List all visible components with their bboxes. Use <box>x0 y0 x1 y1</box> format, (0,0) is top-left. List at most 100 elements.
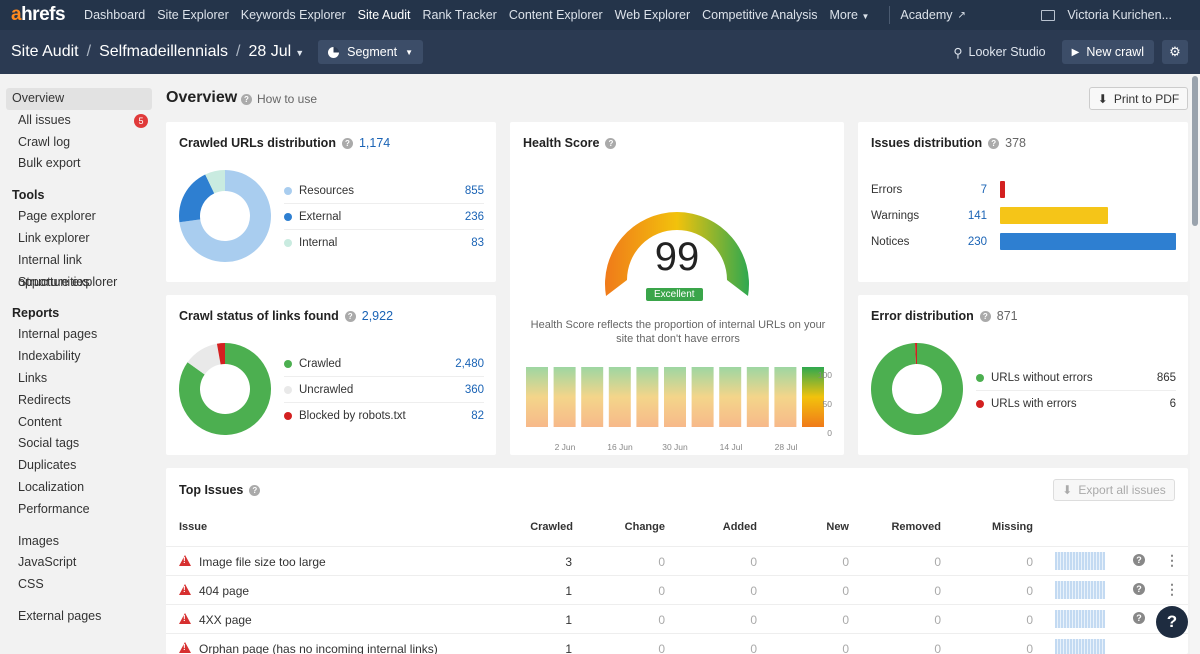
ahrefs-logo[interactable]: ahrefs <box>11 4 66 25</box>
sidebar-item-css[interactable]: CSS <box>18 577 44 592</box>
nav-site-explorer[interactable]: Site Explorer <box>157 8 229 22</box>
sidebar-item-overview[interactable]: Overview <box>6 88 152 110</box>
legend-row[interactable]: URLs with errors 6 <box>976 391 1176 417</box>
column-header-issue[interactable]: Issue <box>179 521 208 533</box>
history-bar[interactable] <box>608 367 631 427</box>
crawled-urls-total[interactable]: 1,174 <box>358 136 391 150</box>
sidebar-item-link-explorer[interactable]: Link explorer <box>18 230 90 245</box>
history-bar[interactable] <box>719 367 742 427</box>
donut-slice[interactable] <box>179 343 271 435</box>
cell-crawled[interactable]: 3 <box>565 555 572 569</box>
table-row[interactable]: Image file size too large 3 0 0 0 0 0 ? … <box>166 546 1188 575</box>
table-row[interactable]: Orphan page (has no incoming internal li… <box>166 633 1188 654</box>
legend-value[interactable]: 83 <box>471 237 484 249</box>
nav-more[interactable]: More ▼ <box>823 8 875 22</box>
sidebar-item-social-tags[interactable]: Social tags <box>18 436 80 451</box>
donut-slice[interactable] <box>187 343 221 375</box>
sidebar-item-performance[interactable]: Performance <box>18 501 90 516</box>
history-bar[interactable] <box>526 367 548 427</box>
sidebar-item-all-issues[interactable]: All issues 5 <box>6 110 152 132</box>
monitor-icon[interactable] <box>1041 9 1056 21</box>
new-crawl-button[interactable]: ▶ New crawl <box>1061 40 1154 64</box>
more-options-icon[interactable]: ⋮ <box>1165 552 1179 568</box>
help-icon[interactable]: ? <box>979 310 991 322</box>
help-icon[interactable]: ? <box>1133 583 1145 595</box>
legend-value[interactable]: 82 <box>471 410 484 422</box>
nav-web-explorer[interactable]: Web Explorer <box>614 8 691 22</box>
help-icon[interactable]: ? <box>1133 612 1145 624</box>
legend-value[interactable]: 236 <box>464 210 484 223</box>
segment-button[interactable]: Segment ▼ <box>318 40 424 64</box>
nav-rank-tracker[interactable]: Rank Tracker <box>422 8 497 22</box>
sidebar-item-localization[interactable]: Localization <box>18 479 85 494</box>
sidebar-item-internal-pages[interactable]: Internal pages <box>18 327 98 342</box>
help-icon[interactable]: ? <box>1133 554 1145 566</box>
issue-name[interactable]: 404 page <box>199 584 250 598</box>
help-icon[interactable]: ? <box>249 484 261 496</box>
issue-name[interactable]: Image file size too large <box>199 555 326 569</box>
column-header-new[interactable]: New <box>826 521 849 533</box>
donut-slice[interactable] <box>915 343 917 365</box>
column-header-crawled[interactable]: Crawled <box>530 521 573 533</box>
cell-crawled[interactable]: 1 <box>565 642 572 654</box>
column-header-change[interactable]: Change <box>624 521 665 533</box>
donut-slice[interactable] <box>179 174 215 223</box>
nav-content-explorer[interactable]: Content Explorer <box>508 8 603 22</box>
crumb-site-audit[interactable]: Site Audit <box>11 43 79 60</box>
sidebar-item-indexability[interactable]: Indexability <box>18 349 81 364</box>
help-icon[interactable]: ? <box>988 137 1000 149</box>
help-icon[interactable]: ? <box>605 137 617 149</box>
legend-row[interactable]: Blocked by robots.txt 82 <box>284 403 484 429</box>
legend-row[interactable]: URLs without errors 865 <box>976 365 1176 391</box>
column-header-missing[interactable]: Missing <box>992 521 1033 533</box>
sidebar-item-structure-explorer[interactable]: Structure explorer <box>18 274 118 289</box>
issue-bar-row[interactable]: Warnings 141 <box>871 203 1108 229</box>
column-header-added[interactable]: Added <box>722 521 757 533</box>
history-bar[interactable] <box>553 367 576 427</box>
more-options-icon[interactable]: ⋮ <box>1165 581 1179 597</box>
issue-bar-row[interactable]: Notices 230 <box>871 229 1176 255</box>
donut-slice[interactable] <box>205 170 225 194</box>
table-row[interactable]: 4XX page 1 0 0 0 0 0 ? ⋮ <box>166 604 1188 633</box>
sidebar-item-page-explorer[interactable]: Page explorer <box>18 209 96 224</box>
donut-slice[interactable] <box>871 343 963 435</box>
history-bar[interactable] <box>636 367 659 427</box>
donut-slice[interactable] <box>216 343 225 365</box>
nav-competitive-analysis[interactable]: Competitive Analysis <box>702 8 818 22</box>
legend-row[interactable]: Uncrawled 360 <box>284 377 484 403</box>
crumb-project[interactable]: Selfmadeillennials <box>99 43 229 60</box>
print-pdf-button[interactable]: ⬇ Print to PDF <box>1089 87 1188 110</box>
history-bar[interactable] <box>664 367 686 427</box>
user-menu[interactable]: Victoria Kurichen... <box>1067 8 1172 22</box>
sidebar-item-content[interactable]: Content <box>18 414 62 429</box>
sidebar-item-links[interactable]: Links <box>18 370 48 385</box>
legend-value[interactable]: 855 <box>464 184 484 197</box>
help-chat-button[interactable]: ? <box>1156 606 1188 638</box>
help-icon[interactable]: ? <box>344 310 356 322</box>
gear-icon[interactable]: ⚙ <box>1162 40 1188 64</box>
history-bar[interactable] <box>691 367 714 427</box>
donut-slice[interactable] <box>179 170 271 262</box>
sidebar-item-bulk-export[interactable]: Bulk export <box>6 153 152 175</box>
history-bar[interactable] <box>581 367 604 427</box>
sidebar-item-redirects[interactable]: Redirects <box>18 392 71 407</box>
looker-studio-button[interactable]: ⚲ Looker Studio <box>953 45 1045 60</box>
sidebar-item-external-pages[interactable]: External pages <box>18 608 102 623</box>
legend-row[interactable]: Internal 83 <box>284 230 484 256</box>
nav-site-audit[interactable]: Site Audit <box>357 8 411 22</box>
help-icon[interactable]: ? <box>341 137 353 149</box>
scrollbar-thumb[interactable] <box>1192 76 1198 226</box>
history-bar[interactable] <box>774 367 797 427</box>
history-bar[interactable] <box>746 367 769 427</box>
issue-name[interactable]: Orphan page (has no incoming internal li… <box>199 642 438 654</box>
nav-academy[interactable]: Academy ↗ <box>900 8 966 22</box>
table-row[interactable]: 404 page 1 0 0 0 0 0 ? ⋮ <box>166 575 1188 604</box>
cell-crawled[interactable]: 1 <box>565 613 572 627</box>
column-header-removed[interactable]: Removed <box>891 521 941 533</box>
crawl-status-total[interactable]: 2,922 <box>361 309 394 323</box>
legend-value[interactable]: 2,480 <box>455 357 484 370</box>
issue-bar-row[interactable]: Errors 7 <box>871 177 1081 203</box>
legend-row[interactable]: Resources 855 <box>284 178 484 204</box>
nav-keywords-explorer[interactable]: Keywords Explorer <box>240 8 346 22</box>
legend-row[interactable]: Crawled 2,480 <box>284 351 484 377</box>
